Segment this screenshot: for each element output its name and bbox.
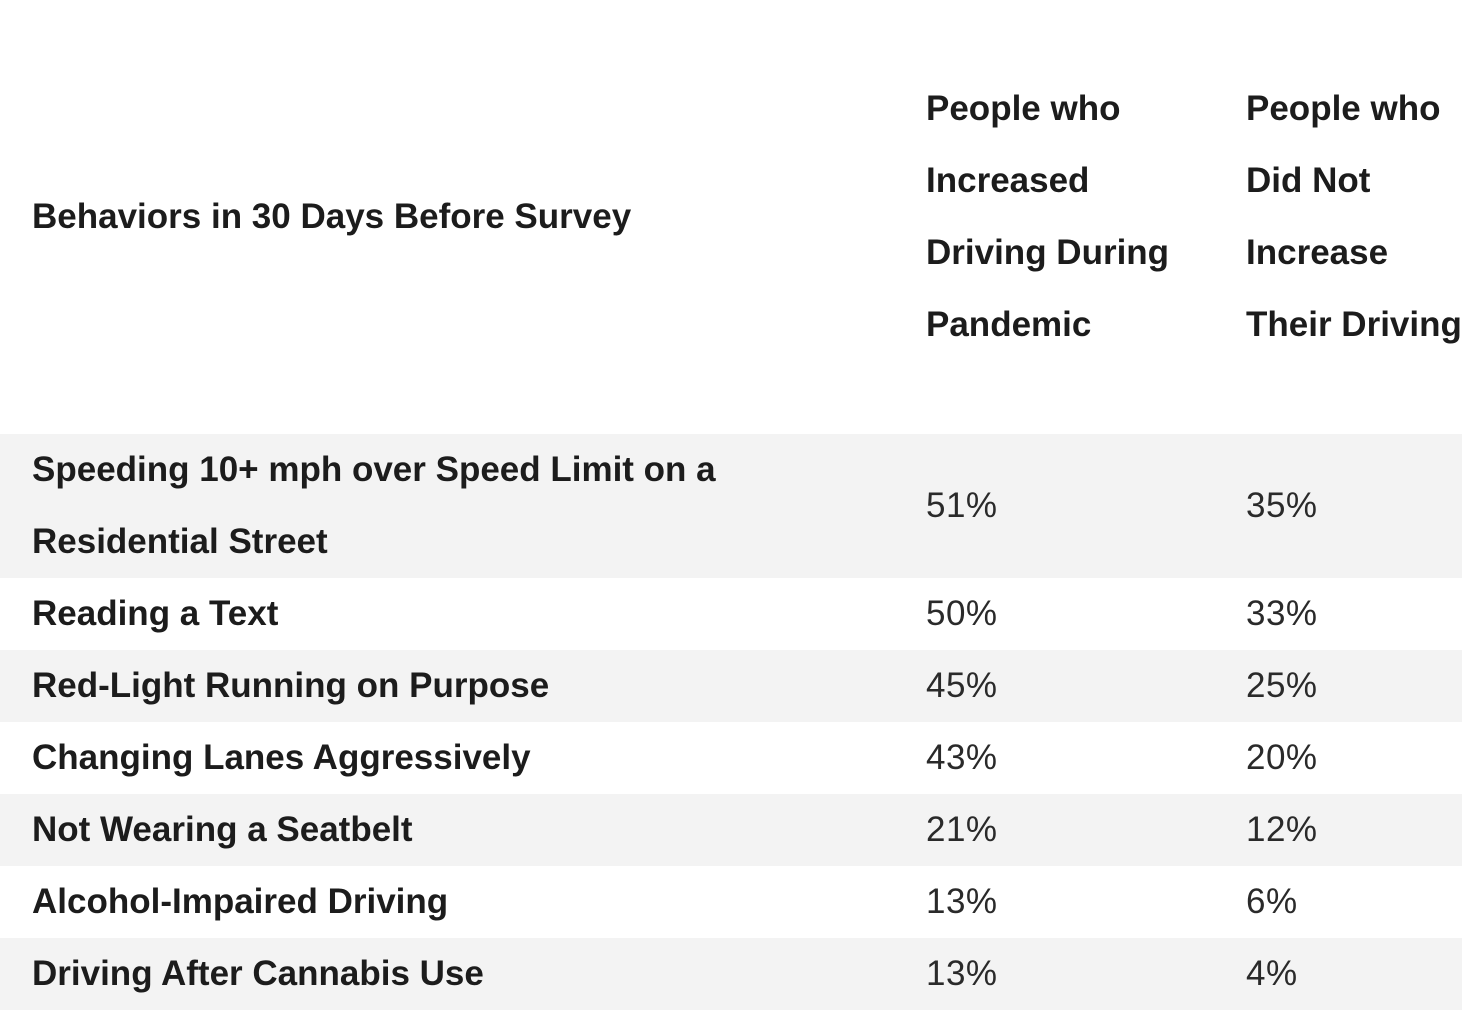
behavior-label: Red-Light Running on Purpose bbox=[32, 666, 550, 705]
table-row: Changing Lanes Aggressively 43% 20% bbox=[0, 722, 1462, 794]
table-header: Behaviors in 30 Days Before Survey Peopl… bbox=[0, 0, 1462, 434]
behavior-label: Driving After Cannabis Use bbox=[32, 954, 484, 993]
behavior-label: Speeding 10+ mph over Speed Limit on a R… bbox=[32, 450, 716, 561]
not-increased-value: 33% bbox=[1246, 594, 1318, 633]
not-increased-value: 6% bbox=[1246, 882, 1298, 921]
header-not-increased-driving: People who Did Not Increase Their Drivin… bbox=[1246, 89, 1462, 344]
table-body: Speeding 10+ mph over Speed Limit on a R… bbox=[0, 434, 1462, 1010]
behavior-label: Not Wearing a Seatbelt bbox=[32, 810, 413, 849]
not-increased-value: 4% bbox=[1246, 954, 1298, 993]
table-row: Reading a Text 50% 33% bbox=[0, 578, 1462, 650]
behavior-label: Alcohol-Impaired Driving bbox=[32, 882, 449, 921]
table-row: Alcohol-Impaired Driving 13% 6% bbox=[0, 866, 1462, 938]
increased-value: 45% bbox=[926, 666, 998, 705]
behavior-label: Reading a Text bbox=[32, 594, 279, 633]
increased-value: 13% bbox=[926, 954, 998, 993]
not-increased-value: 35% bbox=[1246, 486, 1318, 525]
survey-behaviors-table: Behaviors in 30 Days Before Survey Peopl… bbox=[0, 0, 1462, 1010]
behavior-label: Changing Lanes Aggressively bbox=[32, 738, 531, 777]
header-increased-driving: People who Increased Driving During Pand… bbox=[926, 89, 1170, 344]
not-increased-value: 12% bbox=[1246, 810, 1318, 849]
increased-value: 13% bbox=[926, 882, 998, 921]
increased-value: 21% bbox=[926, 810, 998, 849]
not-increased-value: 20% bbox=[1246, 738, 1318, 777]
not-increased-value: 25% bbox=[1246, 666, 1318, 705]
increased-value: 43% bbox=[926, 738, 998, 777]
increased-value: 50% bbox=[926, 594, 998, 633]
header-row: Behaviors in 30 Days Before Survey Peopl… bbox=[0, 0, 1462, 434]
header-behaviors: Behaviors in 30 Days Before Survey bbox=[32, 197, 632, 236]
table-row: Not Wearing a Seatbelt 21% 12% bbox=[0, 794, 1462, 866]
table-row: Red-Light Running on Purpose 45% 25% bbox=[0, 650, 1462, 722]
table-row: Speeding 10+ mph over Speed Limit on a R… bbox=[0, 434, 1462, 578]
increased-value: 51% bbox=[926, 486, 998, 525]
table-row: Driving After Cannabis Use 13% 4% bbox=[0, 938, 1462, 1010]
